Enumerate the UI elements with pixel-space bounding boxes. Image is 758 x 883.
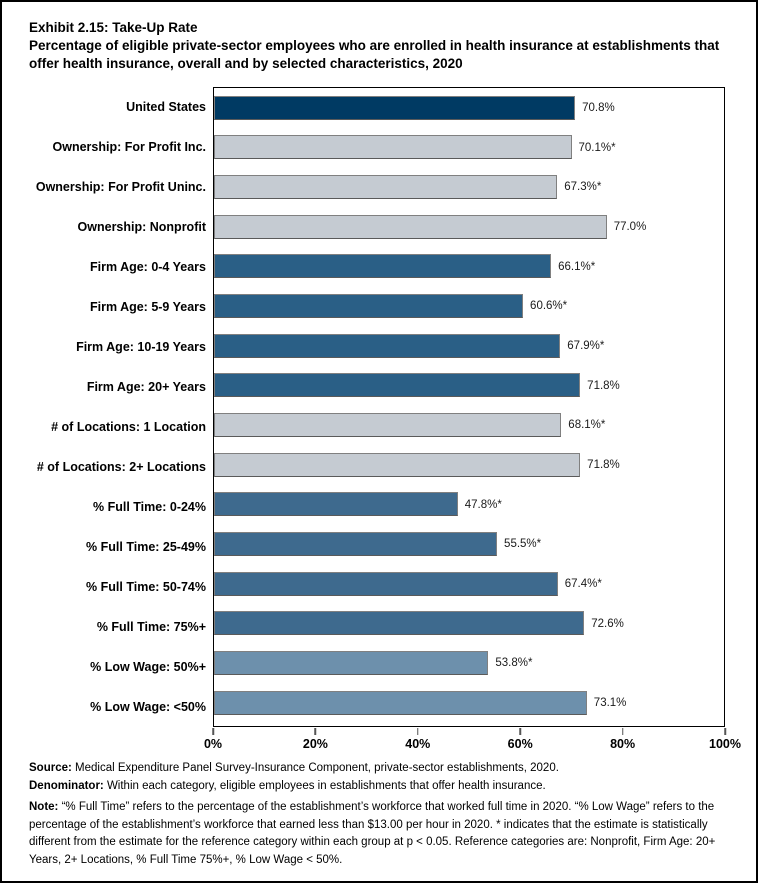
bar-row: 71.8%	[214, 445, 724, 485]
bar	[214, 571, 558, 596]
source-text: Medical Expenditure Panel Survey-Insuran…	[71, 762, 559, 774]
category-label: # of Locations: 2+ Locations	[36, 460, 206, 474]
x-axis-tick	[417, 728, 419, 735]
bar	[214, 611, 585, 636]
value-label: 70.1%*	[578, 141, 616, 154]
bar	[214, 532, 498, 557]
bar-chart: United States Ownership: For Profit Inc. O…	[2, 87, 756, 751]
bar-row: 70.8%	[214, 88, 724, 128]
bar	[214, 492, 458, 517]
value-label: 67.4%*	[564, 578, 602, 591]
note: Note: “% Full Time” refers to the percen…	[29, 799, 726, 869]
x-axis-tick	[212, 728, 214, 735]
value-label: 70.8%	[582, 101, 615, 114]
x-axis-tick-label: 100%	[709, 737, 741, 751]
category-label: Ownership: For Profit Uninc.	[35, 180, 206, 194]
bar-row: 66.1%*	[214, 247, 724, 287]
category-label: % Full Time: 75%+	[96, 620, 206, 634]
note-text: “% Full Time” refers to the percentage o…	[29, 801, 716, 866]
category-label: Firm Age: 0-4 Years	[89, 260, 206, 274]
denominator-label: Denominator:	[29, 779, 104, 792]
category-label: Ownership: Nonprofit	[77, 220, 206, 234]
bar-row: 71.8%	[214, 366, 724, 406]
x-axis-tick	[621, 728, 624, 735]
chart-subtitle: Percentage of eligible private-sector em…	[29, 38, 720, 71]
bar-row: 60.6%*	[214, 286, 724, 326]
bar-row: 70.1%*	[214, 128, 724, 168]
bar-row: 53.8%*	[214, 644, 724, 684]
x-axis-tick-label: 60%	[507, 737, 533, 751]
bar	[214, 95, 576, 120]
bar	[214, 214, 607, 239]
category-label: % Low Wage: <50%	[90, 700, 206, 714]
bar-row: 55.5%*	[214, 525, 724, 565]
category-label: # of Locations: 1 Location	[51, 420, 206, 434]
value-label: 68.1%*	[568, 419, 606, 432]
bar	[214, 373, 581, 398]
bar	[214, 135, 572, 160]
category-label: % Full Time: 0-24%	[93, 500, 206, 514]
bar	[214, 452, 581, 477]
category-axis: United States Ownership: For Profit Inc. O…	[2, 87, 206, 727]
value-label: 60.6%*	[530, 300, 568, 313]
footnotes: Source: Medical Expenditure Panel Survey…	[2, 760, 756, 869]
bar-row: 47.8%*	[214, 485, 724, 525]
value-label: 55.5%*	[504, 538, 542, 551]
category-label: United States	[126, 100, 206, 114]
value-label: 47.8%*	[464, 498, 502, 511]
value-label: 67.9%*	[567, 339, 605, 352]
bar-row: 67.4%*	[214, 564, 724, 604]
bar	[214, 333, 561, 358]
plot-area: 70.8% 70.1%* 67.3%* 77.0% 66.1%* 60.6%* 67.9%*…	[213, 87, 725, 727]
denominator-text: Within each category, eligible employees…	[103, 779, 546, 792]
x-axis-tick-label: 20%	[302, 737, 328, 751]
x-axis: 0% 20% 40% 60% 80% 100%	[204, 727, 741, 757]
value-label: 66.1%*	[558, 260, 596, 273]
category-label: Firm Age: 5-9 Years	[89, 300, 206, 314]
bar	[214, 254, 552, 279]
category-label: % Full Time: 25-49%	[86, 540, 206, 554]
category-label: Ownership: For Profit Inc.	[52, 140, 206, 154]
value-label: 53.8%*	[495, 657, 533, 670]
x-axis-tick	[314, 728, 317, 735]
source-note: Source: Medical Expenditure Panel Survey…	[29, 760, 726, 778]
bar	[214, 293, 524, 318]
denominator-note: Denominator: Within each category, eligi…	[29, 778, 726, 796]
value-label: 77.0%	[613, 220, 647, 233]
value-label: 73.1%	[593, 697, 627, 710]
bar-row: 67.9%*	[214, 326, 724, 366]
bar-row: 68.1%*	[214, 406, 724, 446]
category-label: % Full Time: 50-74%	[86, 580, 206, 594]
value-label: 67.3%*	[564, 181, 602, 194]
bar-row: 73.1%	[214, 683, 724, 723]
bar	[214, 690, 587, 715]
category-label: Firm Age: 20+ Years	[86, 380, 206, 394]
category-label: Firm Age: 10-19 Years	[76, 340, 206, 354]
x-axis-tick	[519, 728, 521, 735]
bar	[214, 174, 558, 199]
value-label: 71.8%	[587, 379, 620, 392]
bar	[214, 413, 562, 437]
bar	[214, 651, 489, 676]
category-label: % Low Wage: 50%+	[90, 660, 206, 674]
value-label: 72.6%	[591, 617, 624, 630]
x-axis-tick-label: 40%	[405, 737, 431, 751]
note-label: Note:	[29, 801, 59, 813]
bar-row: 67.3%*	[214, 167, 724, 207]
page-title: Exhibit 2.15: Take-Up Rate	[29, 20, 198, 35]
source-label: Source:	[29, 762, 72, 774]
x-axis-tick-label: 80%	[610, 737, 636, 751]
x-axis-tick	[724, 728, 726, 735]
bar-row: 72.6%	[214, 604, 724, 644]
value-label: 71.8%	[587, 459, 620, 472]
title-block: Exhibit 2.15: Take-Up Rate Percentage of…	[2, 2, 756, 73]
x-axis-tick-label: 0%	[203, 737, 223, 751]
bar-row: 77.0%	[214, 207, 724, 247]
